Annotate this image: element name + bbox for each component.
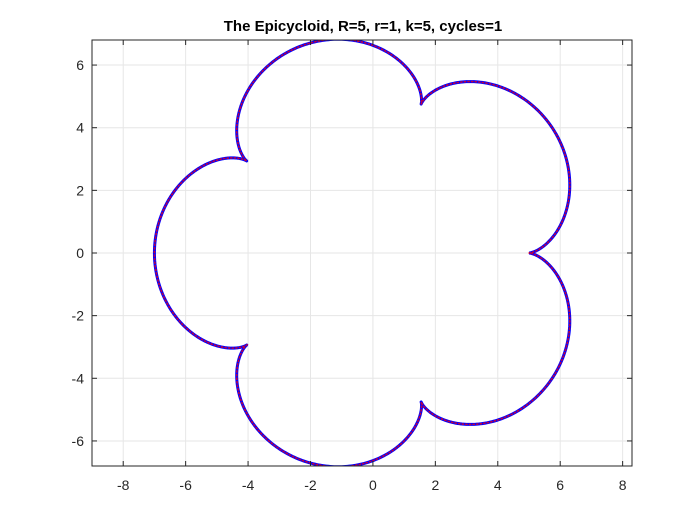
grid-layer [92, 40, 632, 466]
x-tick-label: -4 [242, 477, 255, 493]
y-tick-label: -2 [72, 308, 85, 324]
epicycloid-dotted-overlay [153, 40, 571, 466]
chart-title: The Epicycloid, R=5, r=1, k=5, cycles=1 [224, 18, 503, 35]
curve-layer [152, 40, 572, 466]
x-tick-label: -8 [117, 477, 130, 493]
x-tick-label: -6 [179, 477, 192, 493]
x-tick-label: 2 [431, 477, 439, 493]
y-tick-label: 6 [76, 57, 84, 73]
x-tick-label: 8 [619, 477, 627, 493]
x-tick-label: 4 [494, 477, 502, 493]
x-tick-label: 6 [556, 477, 564, 493]
tick-layer: -8 -6 -4 -2 0 2 4 6 8 -6 -4 -2 0 2 4 6 [72, 40, 632, 493]
y-tick-label: 0 [76, 245, 84, 261]
y-tick-label: 2 [76, 182, 84, 198]
y-tick-label: -6 [72, 433, 85, 449]
y-tick-label: 4 [76, 120, 84, 136]
x-tick-label: -2 [304, 477, 317, 493]
x-tick-label: 0 [369, 477, 377, 493]
y-tick-label: -4 [72, 370, 85, 386]
